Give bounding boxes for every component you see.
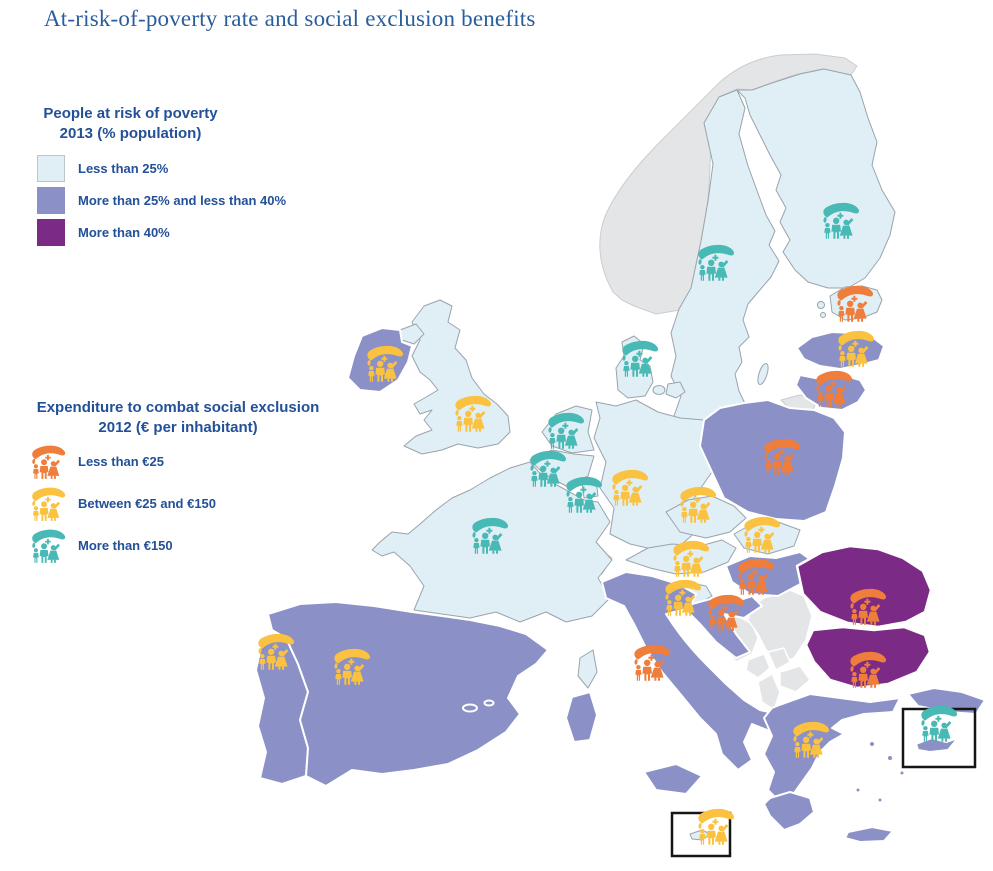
poverty-legend-item-25to40: More than 25% and less than 40% (37, 187, 286, 214)
country-montenegro (745, 653, 771, 679)
island-sicily (643, 763, 703, 795)
island-fyn (652, 385, 666, 395)
country-uk (403, 299, 511, 455)
island-corsica (577, 649, 598, 689)
family-icon-yellow (32, 487, 66, 521)
region-peloponnese (763, 791, 815, 831)
country-poland (699, 399, 846, 522)
family-icon-teal (32, 529, 66, 563)
country-kosovo (767, 647, 791, 671)
poverty-legend-heading: People at risk of poverty 2013 (% popula… (28, 104, 233, 145)
expenditure-icon-cyprus (921, 705, 958, 742)
island-menorca (483, 699, 495, 707)
expenditure-legend-heading-line2: 2012 (€ per inhabitant) (98, 419, 258, 437)
family-icon-orange (32, 445, 66, 479)
country-ireland (347, 327, 413, 393)
greek-island (854, 786, 862, 794)
country-sweden (670, 89, 780, 473)
greek-island (898, 769, 906, 777)
island-mallorca (462, 703, 478, 713)
poverty-swatch-25to40 (37, 187, 65, 214)
poverty-legend-heading-line2: 2013 (% population) (59, 125, 202, 143)
countries-poverty-25to40 (255, 327, 986, 843)
poverty-legend-heading-line1: People at risk of poverty (43, 105, 218, 122)
poverty-legend-label: Less than 25% (78, 161, 169, 176)
island-saaremaa (817, 301, 825, 309)
poverty-legend-label: More than 25% and less than 40% (78, 193, 287, 208)
expenditure-legend-heading-line1: Expenditure to combat social exclusion (36, 399, 320, 416)
poverty-legend-item-more40: More than 40% (37, 219, 170, 246)
island-hiiumaa (820, 312, 826, 318)
poverty-legend-label: More than 40% (78, 225, 170, 240)
greek-island (876, 796, 884, 804)
island-crete (844, 826, 894, 843)
expenditure-legend-item-less25: Less than €25 (30, 443, 164, 480)
country-romania (795, 544, 933, 629)
greek-island (868, 740, 876, 748)
island-sardinia (565, 691, 598, 743)
expenditure-legend-item-25to150: Between €25 and €150 (30, 485, 216, 522)
expenditure-legend-heading: Expenditure to combat social exclusion 2… (8, 398, 348, 439)
expenditure-icon-malta (698, 808, 735, 845)
malta-inset-box (670, 811, 732, 858)
poverty-swatch-more40 (37, 219, 65, 246)
expenditure-legend-label: Less than €25 (78, 454, 164, 469)
page-title: At-risk-of-poverty rate and social exclu… (44, 6, 536, 31)
country-italy (601, 571, 787, 771)
poverty-legend-item-less25: Less than 25% (37, 155, 168, 182)
region-european-turkey (907, 687, 986, 715)
island-gotland (757, 362, 769, 386)
country-albania (757, 673, 781, 711)
country-greece (763, 693, 901, 801)
poverty-swatch-less25 (37, 155, 65, 182)
island-zealand (665, 381, 686, 399)
expenditure-legend-item-more150: More than €150 (30, 527, 173, 564)
greek-island (886, 754, 894, 762)
country-macedonia (779, 665, 811, 693)
country-spain (267, 601, 549, 787)
expenditure-legend-label: More than €150 (78, 538, 173, 553)
expenditure-legend-label: Between €25 and €150 (78, 496, 217, 511)
country-finland (736, 68, 896, 289)
